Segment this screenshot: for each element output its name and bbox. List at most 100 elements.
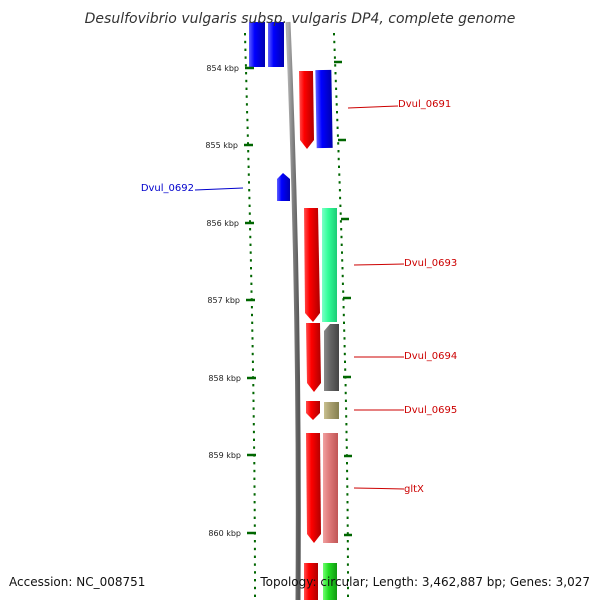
scale-dot (334, 72, 337, 75)
scale-dot (346, 485, 349, 488)
scale-dot (334, 64, 337, 67)
gene-label[interactable]: Dvul_0694 (404, 351, 457, 362)
scale-dot (253, 493, 256, 496)
gene-dvul-0695[interactable] (306, 401, 339, 420)
gene-feature-red[interactable] (306, 433, 321, 543)
scale-dot (346, 469, 349, 473)
gene-feature-blue[interactable] (249, 22, 265, 67)
scale-dot (253, 462, 256, 465)
gene-dvul-0691[interactable] (299, 69, 333, 149)
scale-dot (335, 87, 338, 90)
reverse-strand-genes-top (249, 22, 284, 67)
scale-dot (250, 274, 253, 278)
scale-dot (252, 407, 255, 410)
scale-dot (336, 134, 339, 137)
scale-dot (346, 524, 349, 527)
gene-feature-blue[interactable] (268, 22, 284, 67)
scale-dot (253, 540, 256, 543)
scale-dot (254, 579, 256, 582)
scale-dot (338, 189, 341, 192)
scale-dot (338, 165, 340, 168)
scale-dot (346, 540, 349, 543)
scale-dot (253, 438, 255, 441)
scale-dot (252, 391, 255, 395)
scale-dot (252, 399, 255, 402)
gene-feature-khaki[interactable] (324, 402, 339, 419)
gene-dvul-0692[interactable] (277, 173, 290, 201)
scale-dot (249, 243, 252, 246)
gene-label[interactable]: Dvul_0691 (398, 99, 451, 110)
scale-dot (346, 532, 349, 535)
scale-dot (341, 259, 344, 262)
gene-label[interactable]: Dvul_0695 (404, 405, 457, 416)
outer-scale-track (333, 33, 349, 597)
gene-feature-pink[interactable] (323, 433, 338, 543)
scale-dot (342, 298, 345, 301)
scale-dot (248, 181, 250, 184)
scale-dot (249, 228, 252, 231)
scale-dot (338, 173, 341, 176)
scale-dot (253, 516, 256, 519)
gene-label[interactable]: gltX (404, 484, 424, 495)
gene-feature-red[interactable] (304, 563, 318, 600)
scale-dot (346, 547, 349, 551)
scale-dot (346, 563, 349, 566)
scale-dot (253, 508, 256, 512)
scale-dot (245, 79, 248, 83)
gene-feature-blue[interactable] (315, 69, 333, 149)
scale-dot (346, 501, 349, 504)
scale-dot (251, 337, 254, 340)
gene-feature-red[interactable] (306, 323, 321, 392)
scale-dot (251, 321, 254, 324)
scale-dot (248, 196, 251, 200)
scale-dot (253, 446, 256, 449)
scale-dot (346, 493, 349, 496)
scale-dot (252, 368, 254, 371)
scale-dot (251, 345, 254, 348)
gene-dvul-0694[interactable] (306, 323, 339, 392)
scale-dot (341, 274, 344, 278)
scale-dot (338, 181, 341, 184)
scale-dot (251, 360, 254, 363)
scale-dot (244, 56, 247, 59)
gene-feature-mint[interactable] (322, 208, 337, 322)
scale-dot (245, 87, 248, 90)
leader-line (353, 263, 405, 266)
gene-feature-red[interactable] (304, 208, 320, 322)
scale-dot (246, 118, 249, 122)
scale-dot (247, 173, 250, 176)
scale-dot (245, 72, 248, 75)
gene-feature-red[interactable] (306, 401, 320, 420)
scale-dot (347, 571, 349, 574)
scale-dot (253, 477, 256, 480)
scale-dot (248, 189, 251, 192)
scale-dot (340, 228, 343, 231)
scale-dot (254, 586, 256, 590)
accession-text: Accession: NC_008751 (9, 575, 145, 589)
leader-line (347, 105, 399, 109)
scale-dot (339, 204, 342, 207)
gene-label[interactable]: Dvul_0692 (141, 183, 194, 194)
scale-dot (343, 345, 346, 348)
scale-dot (347, 594, 349, 597)
gene-feature-green[interactable] (323, 563, 337, 600)
scale-dot (335, 95, 338, 98)
scale-dot (244, 33, 246, 36)
inner-scale-track (244, 33, 256, 597)
scale-dot (339, 196, 342, 200)
gene-feature-gray[interactable] (324, 324, 339, 391)
genome-summary-text: Topology: circular; Length: 3,462,887 bp… (259, 575, 590, 589)
leader-line (353, 487, 405, 490)
scale-dot (344, 399, 347, 402)
scale-dot (336, 126, 339, 129)
gene-gltx[interactable] (306, 433, 338, 543)
scale-dot (336, 118, 339, 122)
gene-label[interactable]: Dvul_0693 (404, 258, 457, 269)
gene-feature-red[interactable] (299, 71, 314, 149)
scale-dot (341, 251, 343, 254)
gene-dvul-0693[interactable] (304, 208, 337, 322)
scale-dot (333, 56, 336, 59)
scale-dot (250, 267, 252, 270)
genes-bottom (304, 563, 337, 600)
scale-dot (252, 384, 255, 387)
